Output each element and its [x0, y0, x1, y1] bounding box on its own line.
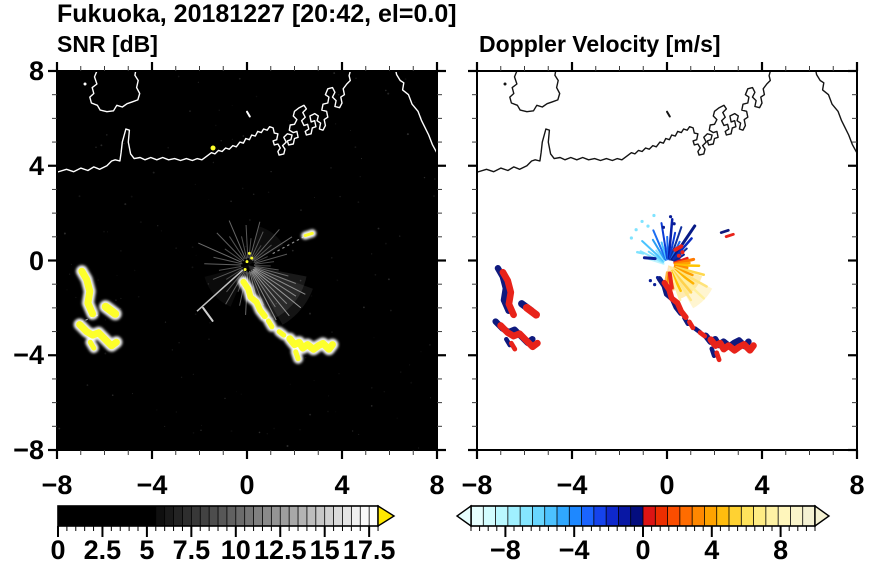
snr-y-tick-label: −4: [13, 340, 44, 371]
snr-map-svg: [48, 62, 446, 459]
vel-x-tick-label: −8: [461, 470, 493, 500]
snr-y-tick-label: 8: [28, 56, 44, 86]
snr-y-tick-label: −8: [13, 435, 44, 465]
velocity-colorbar-tick-label: 0: [635, 535, 651, 565]
vel-x-tick-label: 8: [849, 470, 865, 500]
velocity-colorbar-svg: [455, 504, 831, 537]
velocity-colorbar-tick-label: −4: [558, 535, 590, 565]
vel-map-svg: [468, 62, 859, 459]
snr-colorbar-tick-label: 12.5: [253, 535, 307, 565]
snr-colorbar-tick-label: 17.5: [342, 535, 396, 565]
snr-y-tick-label: 0: [28, 245, 44, 276]
snr-y-tick-label: 4: [28, 150, 44, 181]
velocity-colorbar-tick-label: −8: [489, 535, 521, 565]
snr-x-tick-label: 8: [429, 470, 445, 500]
snr-colorbar-tick-label: 5: [139, 535, 155, 565]
snr-x-tick-label: 0: [239, 470, 255, 500]
velocity-panel-title: Doppler Velocity [m/s]: [479, 31, 721, 57]
snr-colorbar-tick-label: 0: [50, 535, 66, 565]
snr-colorbar: [48, 502, 408, 551]
vel-x-tick-label: 4: [754, 470, 770, 500]
snr-colorbar-tick-label: 10: [220, 535, 251, 565]
velocity-map: [465, 59, 869, 467]
snr-colorbar-tick-label: 7.5: [172, 535, 211, 565]
velocity-colorbar-tick-label: 4: [704, 535, 720, 565]
snr-colorbar-svg: [57, 504, 396, 537]
snr-colorbar-tick-label: 2.5: [83, 535, 122, 565]
page-title: Fukuoka, 20181227 [20:42, el=0.0]: [57, 0, 457, 28]
snr-x-tick-label: −4: [136, 470, 168, 500]
velocity-colorbar: [455, 502, 831, 551]
velocity-colorbar-tick-label: 8: [773, 535, 789, 565]
snr-x-tick-label: −8: [41, 470, 73, 500]
snr-map: [45, 59, 449, 467]
snr-colorbar-tick-label: 15: [309, 535, 340, 565]
snr-panel-title: SNR [dB]: [57, 31, 158, 57]
snr-x-tick-label: 4: [334, 470, 350, 500]
vel-x-tick-label: −4: [556, 470, 588, 500]
vel-x-tick-label: 0: [659, 470, 675, 500]
